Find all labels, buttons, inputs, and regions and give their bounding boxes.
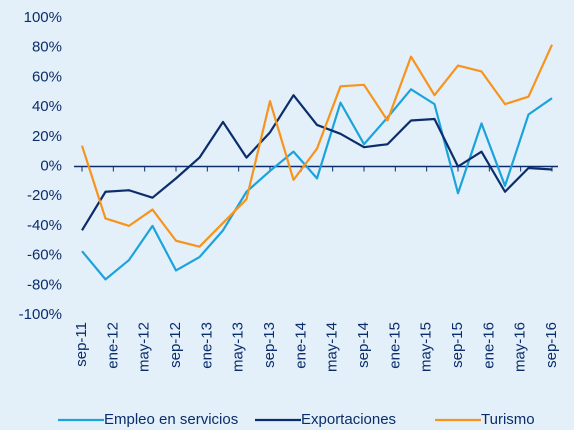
x-tick-label: sep-14 xyxy=(355,322,372,368)
series-line xyxy=(81,88,553,281)
x-tick-label: sep-15 xyxy=(449,322,466,368)
y-tick-label: 40% xyxy=(32,98,62,115)
x-tick-label: sep-12 xyxy=(167,322,184,368)
x-tick-label: ene-14 xyxy=(292,322,309,369)
x-tick-label: ene-16 xyxy=(480,322,497,369)
x-tick-label: sep-16 xyxy=(543,322,560,368)
y-tick-label: -40% xyxy=(27,217,62,234)
x-tick-label: may-15 xyxy=(418,322,435,372)
x-tick-label: sep-11 xyxy=(73,322,90,367)
x-tick-label: ene-13 xyxy=(198,322,215,369)
x-tick-label: may-14 xyxy=(324,322,341,372)
x-tick-label: may-13 xyxy=(230,322,247,372)
series-line xyxy=(81,94,553,231)
x-tick-label: may-16 xyxy=(512,322,529,372)
y-tick-label: 0% xyxy=(40,157,62,174)
y-tick-label: 20% xyxy=(32,128,62,145)
legend-label: Empleo en servicios xyxy=(104,411,238,428)
y-tick-label: -80% xyxy=(27,276,62,293)
legend-label: Turismo xyxy=(481,411,535,428)
legend-label: Exportaciones xyxy=(301,411,396,428)
y-tick-label: -60% xyxy=(27,247,62,264)
y-tick-label: -20% xyxy=(27,187,62,204)
series-line xyxy=(80,44,554,248)
x-tick-label: sep-13 xyxy=(261,322,278,368)
x-tick-label: may-12 xyxy=(136,322,153,372)
y-tick-label: -100% xyxy=(19,306,62,323)
y-tick-label: 100% xyxy=(24,9,62,26)
y-tick-label: 60% xyxy=(32,68,62,85)
x-tick-label: ene-12 xyxy=(104,322,121,369)
x-tick-label: ene-15 xyxy=(386,322,403,369)
y-tick-label: 80% xyxy=(32,39,62,56)
